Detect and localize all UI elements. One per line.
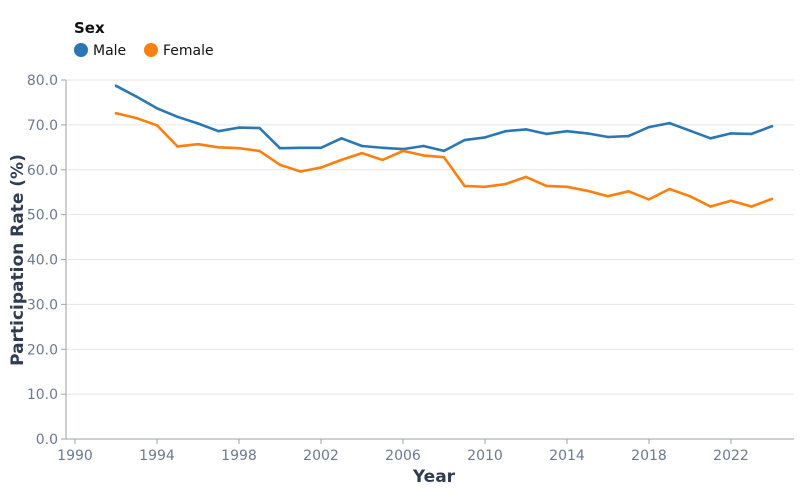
x-tick-label: 2014 <box>549 448 585 464</box>
data-point-male <box>668 121 671 125</box>
data-point-female <box>360 151 364 155</box>
data-point-male <box>278 146 282 150</box>
data-point-female <box>381 158 384 162</box>
data-point-female <box>586 189 589 193</box>
data-point-male <box>258 126 261 130</box>
x-tick-label: 2018 <box>631 448 667 464</box>
data-point-female <box>504 182 507 186</box>
x-tick-label: 2010 <box>467 448 503 464</box>
data-point-female <box>442 155 446 159</box>
data-point-female <box>237 146 241 150</box>
data-point-female <box>196 142 200 146</box>
data-point-female <box>483 185 487 189</box>
data-point-male <box>381 146 384 150</box>
data-point-male <box>545 132 548 136</box>
data-point-male <box>155 106 159 110</box>
data-point-female <box>545 184 548 188</box>
x-axis-title: Year <box>412 467 456 487</box>
x-tick-label: 1994 <box>139 448 175 464</box>
series-line-female <box>115 111 773 208</box>
y-tick-label: 20.0 <box>27 342 58 358</box>
data-point-female <box>299 170 302 173</box>
data-point-male <box>442 149 446 153</box>
y-tick-label: 70.0 <box>27 118 58 134</box>
y-axis: 0.0 10.0 20.0 30.0 40.0 50.0 60.0 70.0 80.0 <box>27 73 67 448</box>
y-tick-label: 50.0 <box>27 208 58 224</box>
data-point-female <box>258 149 261 153</box>
y-tick-label: 10.0 <box>27 387 58 403</box>
data-point-female <box>401 149 405 153</box>
data-point-male <box>565 129 569 133</box>
data-point-female <box>709 205 712 208</box>
data-point-female <box>135 116 138 120</box>
data-point-male <box>114 84 118 88</box>
data-point-female <box>565 185 569 189</box>
data-point-female <box>155 124 159 127</box>
data-point-male <box>750 132 753 136</box>
data-point-female <box>688 194 692 198</box>
data-point-male <box>688 129 692 133</box>
x-tick-label: 2022 <box>713 448 749 464</box>
legend-label-female: Female <box>163 43 214 59</box>
y-tick-label: 0.0 <box>36 432 58 448</box>
data-point-female <box>340 158 343 162</box>
data-point-male <box>340 137 343 140</box>
data-point-male <box>463 138 466 142</box>
data-point-male <box>606 135 610 139</box>
data-point-male <box>586 132 589 135</box>
data-point-male <box>709 137 712 140</box>
data-point-male <box>196 122 200 125</box>
data-point-female <box>668 187 671 191</box>
series-lines <box>114 84 774 208</box>
data-point-male <box>524 128 528 131</box>
data-point-female <box>647 198 651 201</box>
series-line-male <box>115 84 773 153</box>
data-point-male <box>237 126 241 129</box>
legend-title: Sex <box>74 19 105 37</box>
x-axis: 1990 1994 1998 2002 2006 2010 2014 2018 2022 <box>57 439 749 464</box>
data-point-male <box>504 129 507 133</box>
data-point-male <box>729 132 733 135</box>
data-point-male <box>217 129 220 133</box>
data-point-female <box>114 111 118 115</box>
data-point-male <box>770 124 774 128</box>
data-point-female <box>524 175 528 179</box>
data-point-male <box>135 95 138 98</box>
x-tick-label: 1990 <box>57 448 93 464</box>
data-point-female <box>422 154 425 157</box>
x-tick-label: 2006 <box>385 448 421 464</box>
grid <box>66 79 794 440</box>
data-point-male <box>422 144 425 148</box>
x-tick-label: 2002 <box>303 448 339 464</box>
data-point-male <box>176 115 179 119</box>
legend: Sex Male Female <box>74 19 214 59</box>
data-point-male <box>627 134 630 138</box>
data-point-female <box>750 205 753 208</box>
legend-swatch-male <box>74 43 88 57</box>
data-point-male <box>299 146 302 150</box>
data-point-female <box>606 194 610 198</box>
data-point-female <box>217 146 220 149</box>
legend-label-male: Male <box>93 43 126 59</box>
data-point-female <box>770 197 774 201</box>
y-tick-label: 80.0 <box>27 73 58 89</box>
data-point-male <box>319 146 323 150</box>
data-point-male <box>360 144 364 148</box>
data-point-female <box>278 163 282 167</box>
y-tick-label: 40.0 <box>27 253 58 269</box>
data-point-female <box>176 145 179 148</box>
y-tick-label: 60.0 <box>27 163 58 179</box>
data-point-male <box>483 136 487 139</box>
x-tick-label: 1998 <box>221 448 257 464</box>
y-axis-title: Participation Rate (%) <box>8 154 28 366</box>
data-point-female <box>627 189 630 193</box>
data-point-female <box>319 166 323 169</box>
data-point-female <box>463 184 466 188</box>
y-tick-label: 30.0 <box>27 297 58 313</box>
data-point-male <box>647 125 651 129</box>
legend-swatch-female <box>144 43 158 57</box>
data-point-female <box>729 199 733 203</box>
